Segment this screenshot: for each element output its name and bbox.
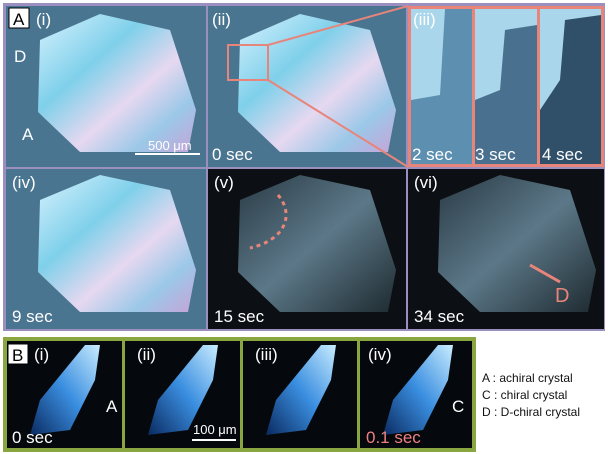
image-label: (iv) bbox=[368, 345, 392, 364]
time: 4 sec bbox=[542, 145, 583, 164]
annotation: A bbox=[106, 397, 118, 416]
legend-entry: D : D-chiral crystal bbox=[482, 405, 580, 419]
image-label: (iv) bbox=[12, 173, 36, 192]
panel-label: A bbox=[13, 10, 25, 29]
figure: A (i) D A 500 μm (ii) 0 sec (iii) 2 sec … bbox=[0, 0, 608, 454]
image-label: (v) bbox=[214, 173, 234, 192]
image-label: (iii) bbox=[413, 10, 436, 29]
time: 34 sec bbox=[414, 307, 465, 326]
panel-label: B bbox=[12, 346, 23, 365]
image-label: (i) bbox=[34, 345, 49, 364]
time: 3 sec bbox=[475, 145, 516, 164]
image-label: (iii) bbox=[255, 345, 278, 364]
time: 0.1 sec bbox=[366, 428, 421, 447]
time: 2 sec bbox=[412, 145, 453, 164]
time: 0 sec bbox=[12, 428, 53, 447]
legend-entry: C : chiral crystal bbox=[482, 388, 567, 402]
annotation: A bbox=[22, 125, 34, 144]
legend-entry: A : achiral crystal bbox=[482, 371, 573, 385]
image-label: (i) bbox=[36, 10, 51, 29]
scale-label: 100 μm bbox=[193, 422, 237, 437]
annotation: D bbox=[555, 285, 569, 307]
annotation: C bbox=[452, 397, 464, 416]
image-label: (vi) bbox=[414, 173, 438, 192]
image-label: (ii) bbox=[212, 10, 231, 29]
annotation: D bbox=[14, 47, 26, 66]
time: 15 sec bbox=[214, 307, 265, 326]
scale-label: 500 μm bbox=[148, 138, 192, 153]
time: 0 sec bbox=[212, 145, 253, 164]
time: 9 sec bbox=[12, 307, 53, 326]
image-label: (ii) bbox=[137, 345, 156, 364]
